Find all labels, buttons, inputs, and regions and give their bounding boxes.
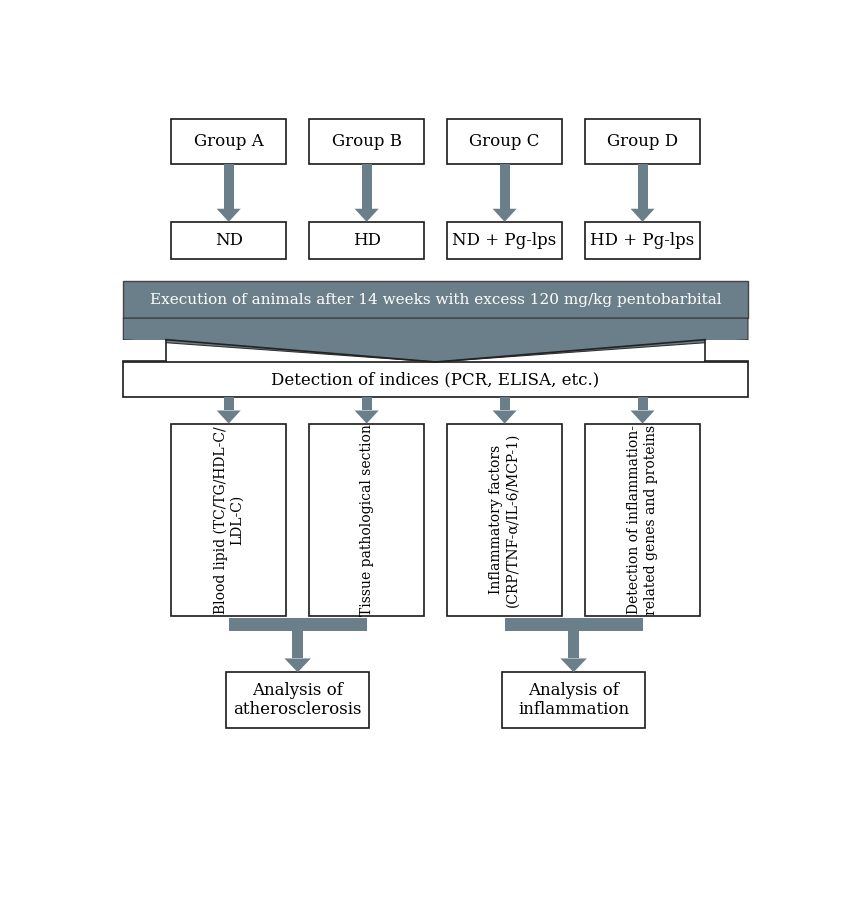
Bar [500, 165, 510, 209]
Bar [638, 165, 648, 209]
Text: HD + Pg-lps: HD + Pg-lps [591, 232, 694, 249]
Text: ND + Pg-lps: ND + Pg-lps [452, 232, 557, 249]
Bar [706, 340, 748, 361]
Text: Analysis of
inflammation: Analysis of inflammation [518, 681, 629, 718]
Text: Detection of indices (PCR, ELISA, etc.): Detection of indices (PCR, ELISA, etc.) [271, 371, 600, 388]
Bar [309, 222, 424, 259]
Polygon shape [217, 411, 241, 423]
Bar [502, 672, 645, 727]
Polygon shape [493, 411, 517, 423]
Bar [123, 362, 748, 397]
Text: Inflammatory factors
(CRP/TNF-α/IL-6/MCP-1): Inflammatory factors (CRP/TNF-α/IL-6/MCP… [490, 432, 519, 607]
Bar [123, 281, 748, 318]
Bar [172, 120, 286, 165]
Polygon shape [354, 411, 378, 423]
Bar [447, 222, 562, 259]
Text: Detection of inflammation-
related genes and proteins: Detection of inflammation- related genes… [627, 424, 658, 615]
Bar [500, 397, 510, 411]
Bar [224, 165, 234, 209]
Polygon shape [631, 411, 655, 423]
Text: Group D: Group D [607, 133, 678, 150]
Bar [585, 120, 700, 165]
Text: Tissue pathological section: Tissue pathological section [360, 424, 374, 616]
Text: Group B: Group B [332, 133, 402, 150]
Bar [585, 222, 700, 259]
Bar [309, 423, 424, 616]
Text: Analysis of
atherosclerosis: Analysis of atherosclerosis [234, 681, 362, 718]
Bar [568, 631, 579, 658]
Polygon shape [493, 209, 517, 222]
Bar [447, 120, 562, 165]
Bar [224, 397, 234, 411]
Bar [123, 340, 166, 361]
Bar [361, 165, 371, 209]
Bar [226, 672, 370, 727]
Bar [309, 120, 424, 165]
Bar [638, 397, 648, 411]
Bar [361, 397, 371, 411]
Bar [585, 423, 700, 616]
Polygon shape [631, 209, 655, 222]
Polygon shape [217, 209, 241, 222]
Polygon shape [123, 318, 748, 362]
Polygon shape [285, 658, 311, 672]
Text: Execution of animals after 14 weeks with excess 120 mg/kg pentobarbital: Execution of animals after 14 weeks with… [150, 292, 722, 307]
Polygon shape [354, 209, 378, 222]
Polygon shape [560, 658, 586, 672]
Text: ND: ND [215, 232, 243, 249]
Bar [505, 618, 643, 631]
Bar [292, 631, 303, 658]
Text: Blood lipid (TC/TG/HDL-C/
LDL-C): Blood lipid (TC/TG/HDL-C/ LDL-C) [213, 426, 244, 614]
Bar [229, 618, 366, 631]
Text: Group A: Group A [194, 133, 264, 150]
Text: Group C: Group C [469, 133, 540, 150]
Bar [447, 423, 562, 616]
Bar [172, 423, 286, 616]
Bar [172, 222, 286, 259]
Text: HD: HD [353, 232, 381, 249]
